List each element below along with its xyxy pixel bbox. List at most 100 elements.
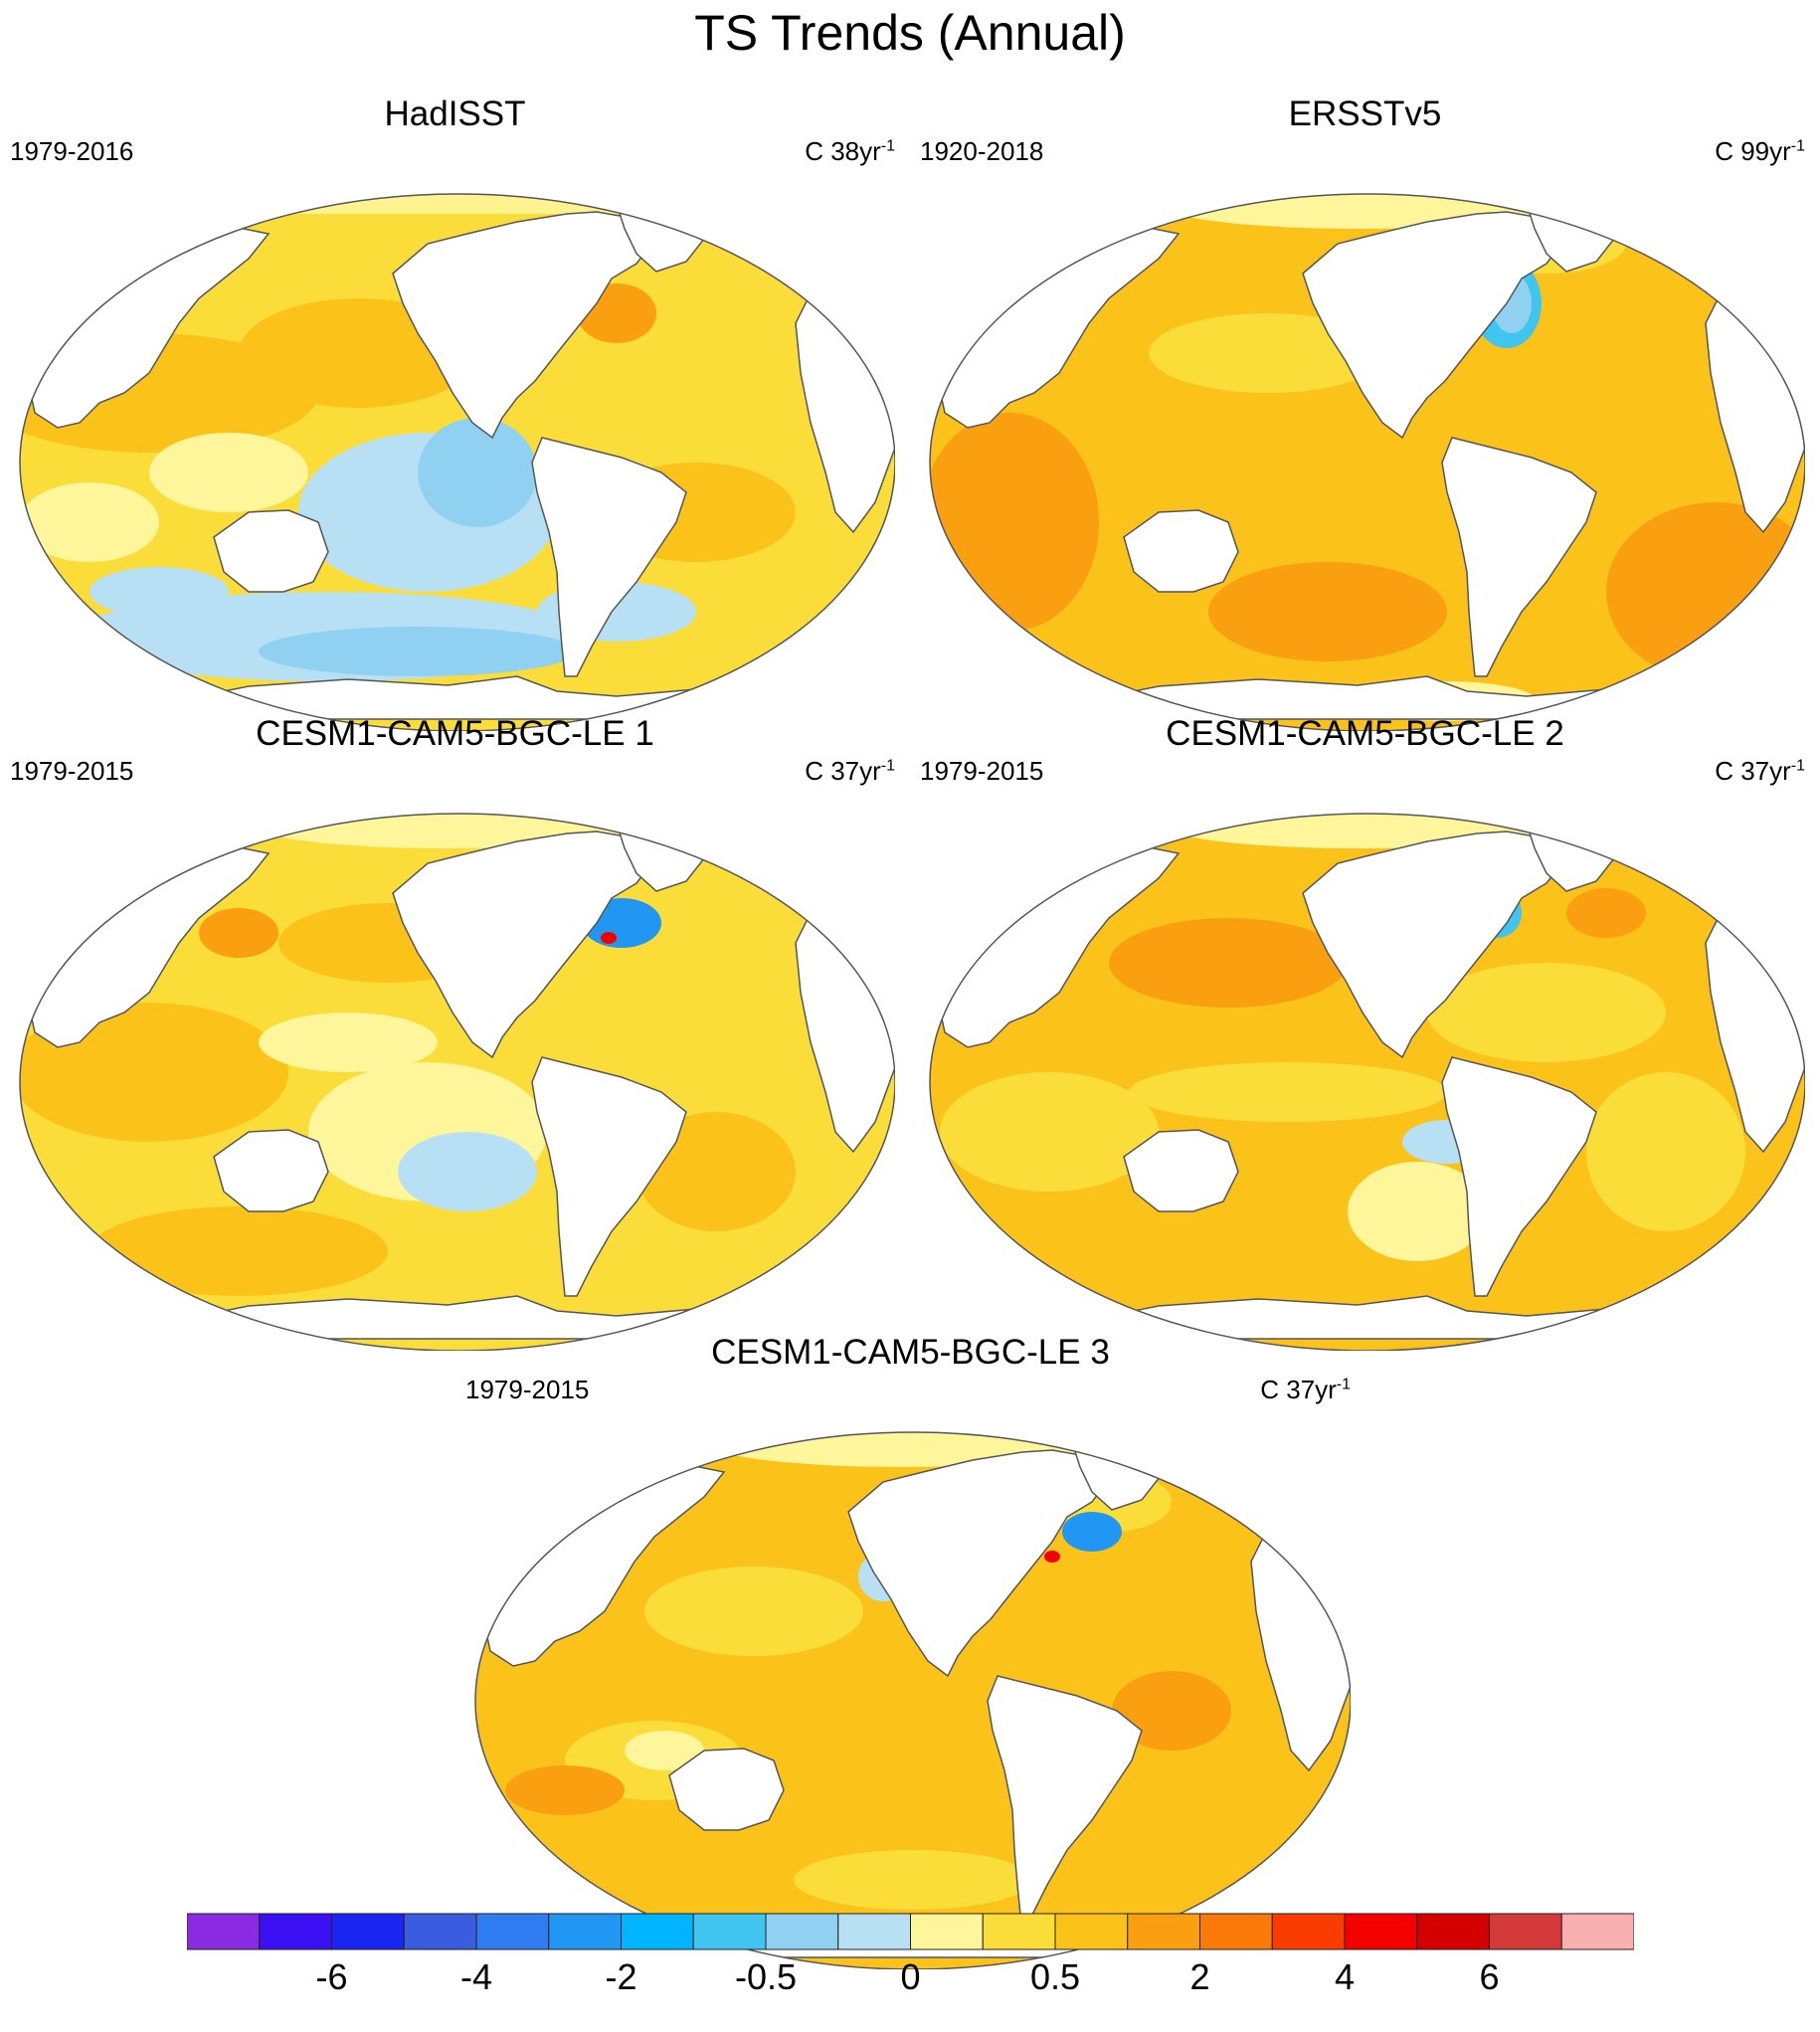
colorbar-swatch <box>621 1913 694 1950</box>
colorbar-tick-label: 6 <box>1479 1956 1500 1997</box>
colorbar-tick-label: 4 <box>1334 1956 1356 1997</box>
continent-outline <box>392 211 652 440</box>
map-le3 <box>474 1431 1351 1969</box>
panel-title: CESM1-CAM5-BGC-LE 1 <box>256 714 654 753</box>
colorbar-swatch <box>1416 1913 1490 1950</box>
trend-region <box>930 413 1099 632</box>
panel-units: C 37yr-1 <box>1260 1375 1351 1404</box>
continent-outline <box>213 509 329 593</box>
map-border <box>19 813 895 1351</box>
panel-period: 1979-2015 <box>920 756 1044 786</box>
continent-outline <box>1123 509 1239 593</box>
panel-period: 1979-2015 <box>465 1375 590 1404</box>
continent-outline <box>1123 1129 1239 1212</box>
panel-units: C 38yr-1 <box>805 136 895 166</box>
colorbar-swatch <box>475 1913 550 1950</box>
ocean-field <box>930 814 1805 1351</box>
continent-outline <box>1441 1056 1597 1297</box>
colorbar-swatch <box>403 1913 477 1950</box>
colorbar-swatch <box>910 1913 984 1950</box>
colorbar-tick-label: 0.5 <box>1029 1956 1081 1997</box>
continent-outline <box>531 1056 687 1297</box>
colorbar-tick-label: -6 <box>315 1956 348 1997</box>
continent-outline <box>1302 211 1562 440</box>
colorbar-tick-label: -2 <box>605 1956 637 1997</box>
trend-region <box>1427 963 1666 1062</box>
colorbar-tick-label: -4 <box>459 1956 493 1997</box>
trend-region <box>199 908 278 958</box>
colorbar-tick-label: -0.5 <box>734 1956 798 1997</box>
colorbar-swatch <box>548 1913 622 1950</box>
trend-region <box>1044 1551 1060 1563</box>
trend-region <box>644 1567 863 1656</box>
map-le2 <box>929 813 1805 1351</box>
trend-region <box>505 1765 625 1815</box>
trend-region <box>1062 1512 1122 1552</box>
panel-title: HadISST <box>384 94 526 133</box>
arctic-band <box>20 814 895 833</box>
colorbar-swatch <box>1054 1913 1129 1950</box>
colorbar-swatch <box>331 1913 405 1950</box>
panel-units: C 37yr-1 <box>1715 756 1805 786</box>
trend-region <box>601 932 617 944</box>
trend-region <box>20 482 159 562</box>
arctic-band <box>20 194 895 214</box>
trend-region <box>1208 562 1447 661</box>
continent-outline <box>987 1675 1143 1916</box>
continent-outline <box>392 831 652 1059</box>
panel-period: 1920-2018 <box>920 136 1044 166</box>
map-panel-ersstv5: ERSSTv5 1920-2018 C 99yr-1 <box>910 94 1820 731</box>
map-border <box>929 813 1805 1351</box>
map-panel-hadisst: HadISST 1979-2016 C 38yr-1 <box>0 94 910 731</box>
trend-region <box>1586 1072 1745 1231</box>
continent-outline <box>847 1449 1108 1678</box>
colorbar-swatch <box>1489 1913 1562 1950</box>
continent-outline <box>213 1129 329 1212</box>
colorbar-swatches <box>186 1913 1635 1950</box>
map-panel-le1: CESM1-CAM5-BGC-LE 1 1979-2015 C 37yr-1 <box>0 714 910 1351</box>
colorbar-swatch <box>186 1913 261 1950</box>
arctic-band <box>475 1432 1351 1452</box>
map-border <box>929 193 1805 731</box>
panel-title: CESM1-CAM5-BGC-LE 3 <box>711 1333 1110 1372</box>
colorbar-swatch <box>982 1913 1056 1950</box>
panel-period: 1979-2015 <box>10 756 134 786</box>
map-border <box>474 1431 1351 1969</box>
trend-region <box>90 1206 388 1296</box>
colorbar-swatch <box>1199 1913 1273 1950</box>
figure-title: TS Trends (Annual) <box>694 5 1126 61</box>
trend-region <box>1348 1162 1487 1261</box>
arctic-band <box>930 194 1805 214</box>
colorbar-swatch <box>765 1913 839 1950</box>
colorbar-swatch <box>692 1913 767 1950</box>
panel-title: ERSSTv5 <box>1288 94 1442 133</box>
continent-outline <box>1441 437 1597 677</box>
colorbar-swatch <box>1127 1913 1200 1950</box>
map-ersst <box>929 193 1805 731</box>
colorbar-swatch <box>1271 1913 1346 1950</box>
trend-region <box>940 1072 1159 1192</box>
map-hadisst <box>19 193 895 731</box>
map-border <box>19 193 895 731</box>
panel-title: CESM1-CAM5-BGC-LE 2 <box>1166 714 1564 753</box>
colorbar-swatch <box>259 1913 332 1950</box>
colorbar-tick-label: 2 <box>1189 1956 1210 1997</box>
trend-region <box>625 1731 704 1770</box>
trend-region <box>149 433 308 512</box>
panel-units: C 37yr-1 <box>805 756 895 786</box>
map-panel-le3: CESM1-CAM5-BGC-LE 3 1979-2015 C 37yr-1 <box>455 1333 1365 1969</box>
map-le1 <box>19 813 895 1351</box>
trend-region <box>794 1850 1032 1910</box>
continent-outline <box>1302 831 1562 1059</box>
trend-region <box>418 418 537 527</box>
colorbar-swatch <box>1560 1913 1635 1950</box>
map-panel-le2: CESM1-CAM5-BGC-LE 2 1979-2015 C 37yr-1 <box>910 714 1820 1351</box>
panel-units: C 99yr-1 <box>1715 136 1805 166</box>
trend-region <box>259 1013 438 1072</box>
colorbar-tick-labels: -6 -4 -2 -0.5 0 0.5 2 4 6 <box>187 1956 1634 2006</box>
trend-region <box>90 567 229 617</box>
colorbar: -6 -4 -2 -0.5 0 0.5 2 4 6 <box>186 1913 1635 2022</box>
trend-region <box>1109 918 1348 1008</box>
continent-outline <box>668 1748 785 1831</box>
trend-region <box>259 627 577 676</box>
